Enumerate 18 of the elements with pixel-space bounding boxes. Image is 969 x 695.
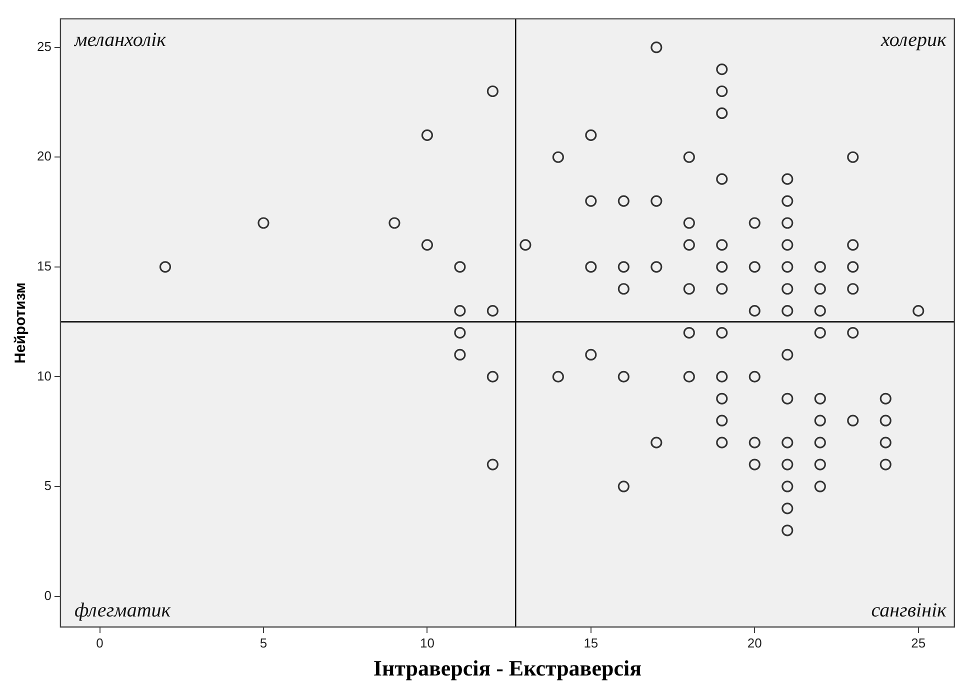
y-tick-label: 20 — [36, 148, 52, 164]
y-axis-title: Нейротизм — [12, 282, 30, 364]
x-tick-label: 15 — [584, 635, 598, 650]
x-tick-label: 10 — [420, 635, 434, 650]
x-tick-label: 0 — [96, 635, 104, 650]
annotation: сангвінік — [871, 599, 948, 622]
y-tick-label: 15 — [36, 258, 52, 274]
annotation: меланхолік — [73, 29, 167, 52]
x-tick-label: 25 — [911, 635, 926, 650]
x-tick-label: 20 — [747, 635, 762, 650]
x-tick-label: 5 — [260, 635, 268, 650]
y-tick-label: 10 — [36, 368, 52, 384]
y-tick-label: 25 — [36, 38, 52, 54]
x-axis-title: Інтраверсія - Екстраверсія — [373, 655, 642, 680]
annotation: флегматик — [74, 599, 172, 622]
annotation: холерик — [880, 29, 948, 52]
y-tick-label: 0 — [44, 588, 52, 603]
y-tick-label: 5 — [44, 478, 52, 494]
